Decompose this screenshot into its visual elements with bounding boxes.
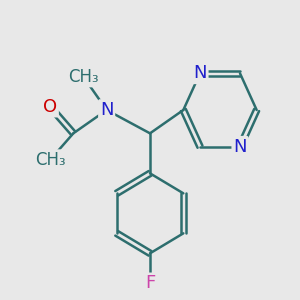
Text: N: N bbox=[100, 101, 113, 119]
Text: O: O bbox=[43, 98, 57, 116]
Text: N: N bbox=[233, 138, 247, 156]
Text: CH₃: CH₃ bbox=[35, 151, 65, 169]
Text: CH₃: CH₃ bbox=[68, 68, 99, 86]
Text: F: F bbox=[145, 274, 155, 292]
Text: N: N bbox=[193, 64, 207, 82]
